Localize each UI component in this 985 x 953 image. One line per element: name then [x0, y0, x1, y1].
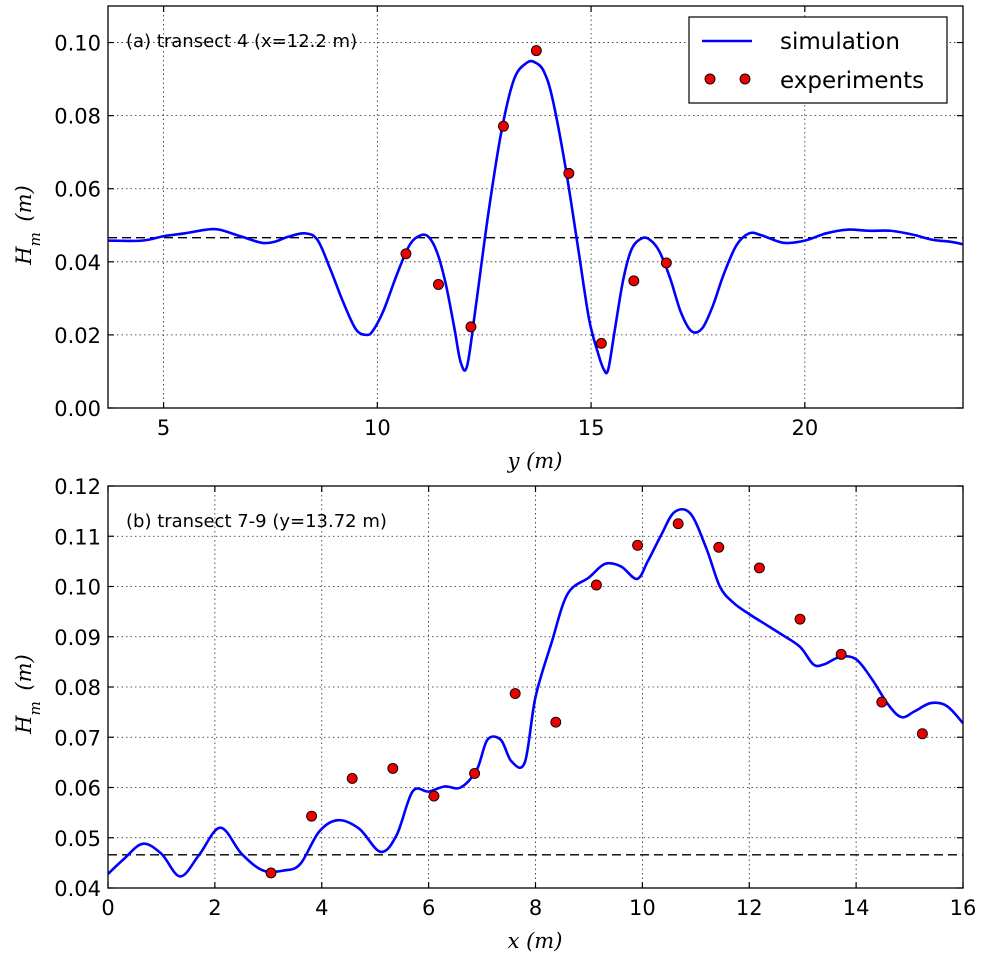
panel-a-y-axis-label: Hm (m)	[12, 185, 44, 265]
x-tick-label: 14	[843, 896, 870, 920]
experiment-point	[509, 688, 521, 699]
y-tick-label: 0.06	[54, 178, 101, 202]
experiment-point	[563, 167, 575, 179]
y-tick-label: 0.05	[54, 827, 101, 851]
panel-b-y-ticks: 0.04 0.05 0.06 0.07 0.08 0.09 0.10 0.11 0.12	[54, 475, 963, 901]
panel-b-transect-7-9: 0 2 4 6 8 10 12 14 16 0.040.050.060.070.080.090.…	[12, 475, 976, 953]
experiment-point	[433, 279, 444, 290]
panel-b-annotation: (b) transect 7-9 (y=13.72 m)	[126, 511, 387, 532]
x-tick-label: 10	[629, 896, 656, 920]
panel-a-y-ticks: 0.00 0.02 0.04 0.06 0.08 0.10	[54, 32, 963, 421]
y-tick-label: 0.12	[54, 475, 101, 499]
experiment-point	[465, 321, 477, 333]
x-tick-label: 15	[578, 416, 605, 440]
experiment-point	[387, 762, 399, 774]
legend-experiments-label: experiments	[780, 68, 924, 94]
panel-b-simulation-line	[107, 507, 964, 878]
experiment-point	[713, 541, 725, 553]
experiment-point	[916, 728, 928, 740]
x-tick-label: 0	[101, 896, 114, 920]
x-tick-label: 20	[791, 416, 818, 440]
experiment-point	[530, 45, 542, 57]
y-tick-label: 0.04	[54, 251, 101, 275]
experiment-point	[876, 696, 888, 708]
y-tick-label: 0.08	[54, 676, 101, 700]
experiment-point	[265, 867, 277, 879]
experiment-point	[428, 790, 440, 802]
experiment-point	[497, 120, 509, 132]
experiment-point	[550, 716, 562, 728]
y-tick-label: 0.10	[54, 32, 101, 56]
panel-a-simulation-line	[107, 59, 964, 375]
y-tick-label: 0.06	[54, 777, 101, 801]
experiment-point	[590, 579, 602, 591]
legend-experiments-marker	[704, 73, 716, 85]
y-tick-label: 0.09	[54, 626, 101, 650]
panel-a-x-ticks: 5 10 15 20	[157, 6, 818, 440]
x-tick-label: 8	[529, 896, 542, 920]
experiment-point	[835, 648, 847, 660]
experiment-point	[660, 257, 672, 269]
x-tick-label: 5	[157, 416, 170, 440]
panel-b-y-axis-label: Hm (m)	[12, 654, 44, 734]
legend-experiments-marker	[739, 73, 751, 85]
y-tick-label: 0.04	[54, 877, 101, 901]
legend-box	[688, 16, 948, 104]
y-tick-label: 0.08	[54, 105, 101, 129]
panel-b-gridlines	[108, 486, 963, 888]
x-tick-label: 2	[208, 896, 221, 920]
legend-simulation-label: simulation	[780, 29, 900, 55]
x-tick-label: 12	[736, 896, 763, 920]
experiment-point	[400, 248, 412, 260]
experiment-point	[595, 337, 607, 349]
experiment-point	[469, 767, 481, 779]
experiment-point	[628, 275, 640, 287]
panel-b-x-ticks: 0 2 4 6 8 10 12 14 16	[101, 486, 976, 920]
y-tick-label: 0.02	[54, 324, 101, 348]
experiment-point	[753, 562, 765, 574]
x-tick-label: 4	[315, 896, 328, 920]
y-tick-label: 0.00	[54, 397, 101, 421]
panel-a-annotation: (a) transect 4 (x=12.2 m)	[126, 31, 357, 52]
panel-a-axes-frame	[107, 5, 964, 409]
experiment-point	[672, 518, 684, 530]
experiment-point	[794, 613, 806, 625]
panel-a-x-axis-label: y (m)	[507, 449, 563, 473]
experiment-point	[632, 539, 644, 551]
x-tick-label: 16	[950, 896, 977, 920]
y-tick-label: 0.11	[54, 525, 101, 549]
y-tick-label: 0.10	[54, 576, 101, 600]
experiment-point	[346, 773, 358, 784]
experiment-point	[306, 810, 318, 822]
y-tick-label: 0.07	[54, 726, 101, 750]
panel-a-transect-4: 5 10 15 20 0.00 0.02 0.04 0.06 0.08 0.10 (a) tra…	[12, 5, 964, 473]
panel-b-experiment-points	[265, 518, 928, 879]
panel-a-legend: simulation experiments	[688, 16, 948, 104]
panel-a-experiment-points	[400, 45, 672, 349]
x-tick-label: 10	[364, 416, 391, 440]
x-tick-label: 6	[422, 896, 435, 920]
panel-b-x-axis-label: x (m)	[508, 929, 563, 953]
